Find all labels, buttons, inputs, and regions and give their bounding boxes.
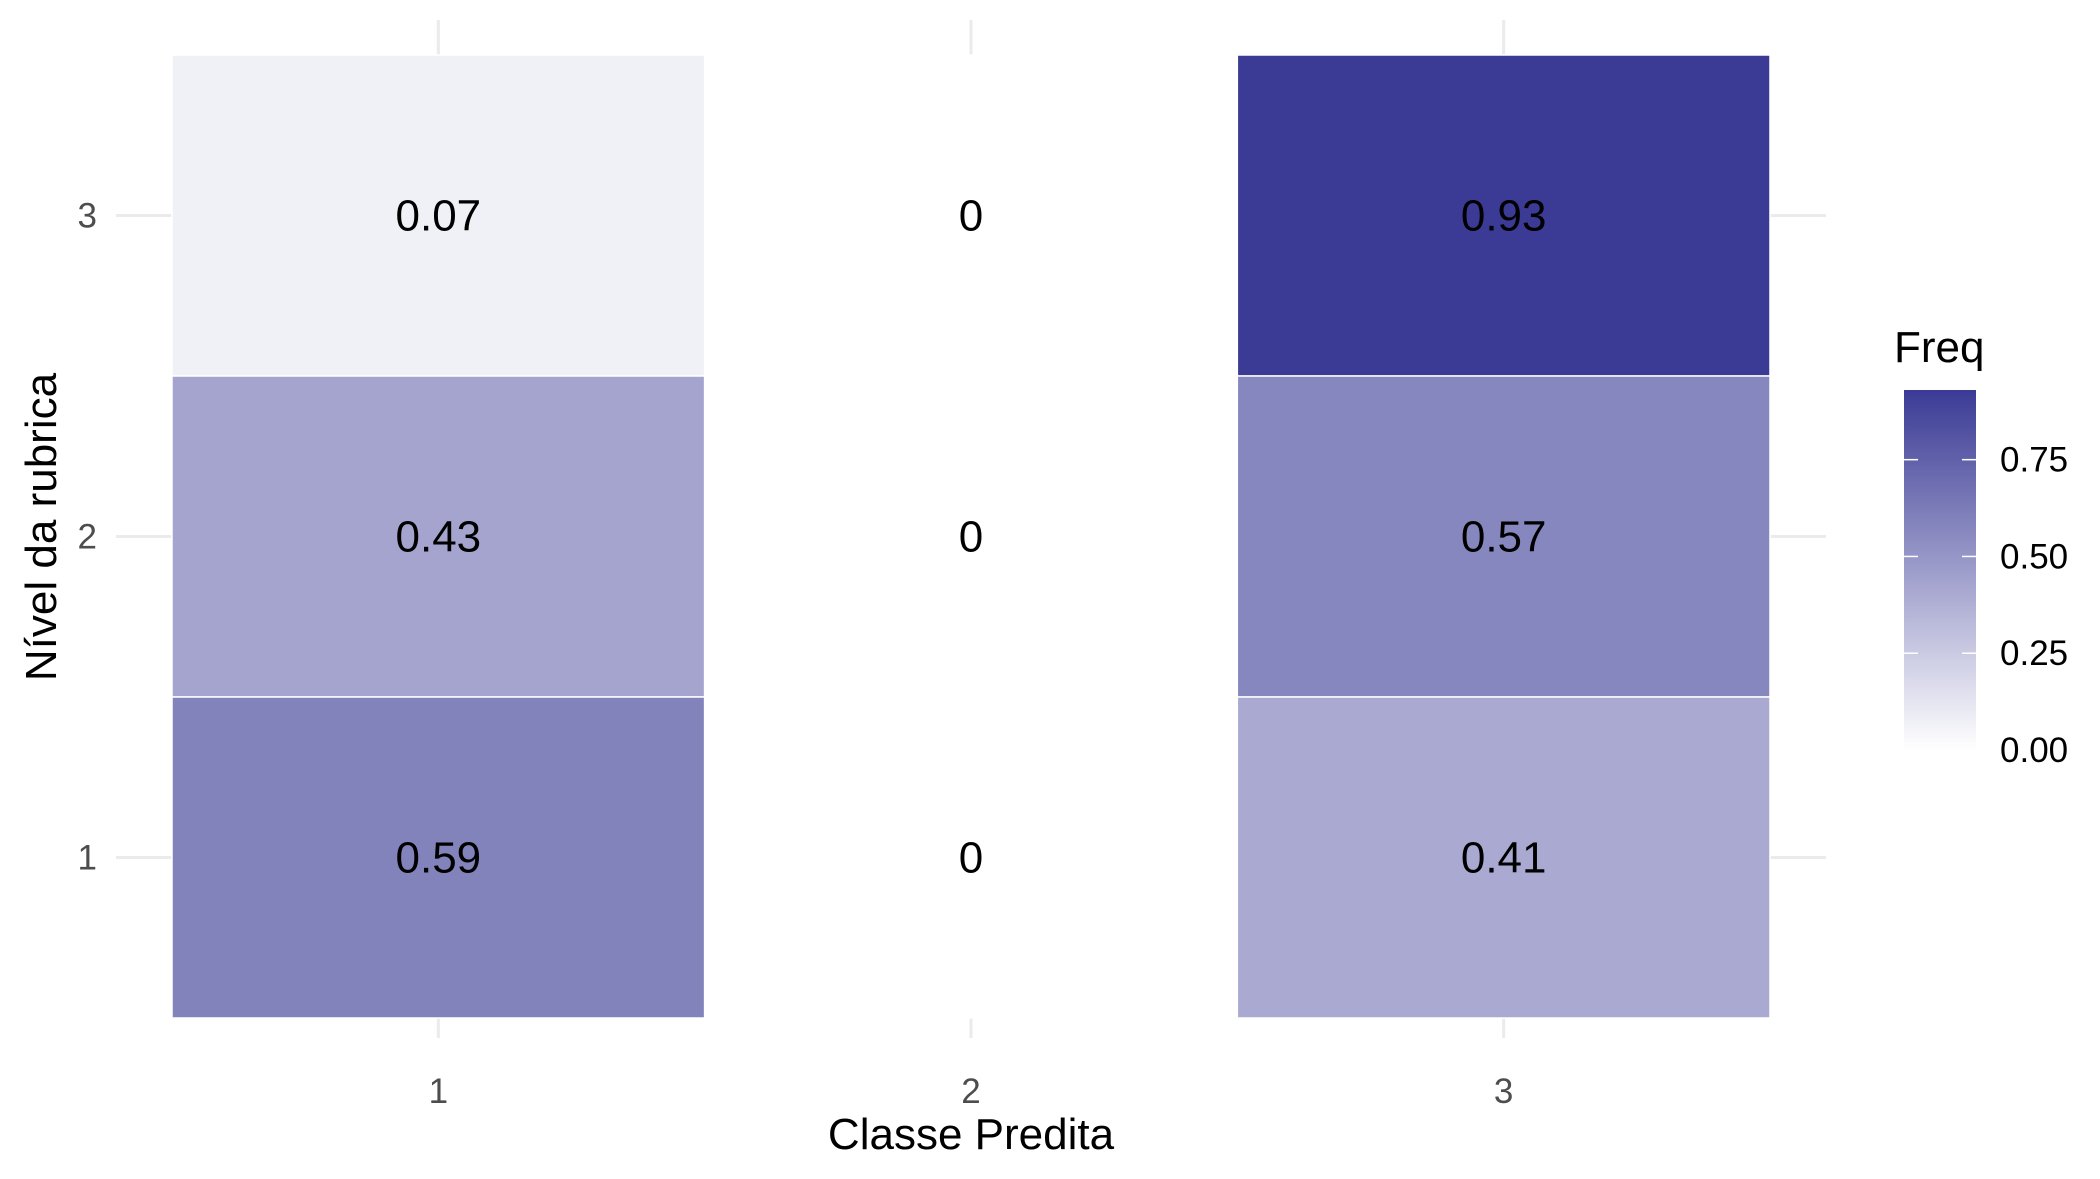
heatmap-cell [1236, 696, 1771, 1019]
legend-ticks: 0.00 0.25 0.50 0.75 [1904, 441, 2068, 770]
legend-tick-label: 0.50 [2000, 537, 2068, 576]
y-axis-title: Nível da rubrica [17, 372, 66, 681]
y-tick-label: 2 [78, 518, 97, 557]
cell-value-label: 0 [959, 192, 983, 241]
legend-tick-label: 0.25 [2000, 634, 2068, 673]
x-axis-ticks: 1 2 3 [429, 1072, 1514, 1111]
heatmap-cell [171, 375, 706, 698]
heatmap-cells [171, 54, 1771, 1019]
cell-value-label: 0.57 [1461, 513, 1547, 562]
y-tick-label: 3 [78, 197, 97, 236]
x-tick-label: 1 [429, 1072, 448, 1111]
heatmap-cell [171, 54, 706, 377]
cell-value-label: 0 [959, 834, 983, 883]
cell-value-label: 0.07 [396, 192, 482, 241]
legend-colorbar [1904, 390, 1976, 750]
cell-value-label: 0 [959, 513, 983, 562]
y-axis-ticks: 1 2 3 [78, 197, 97, 878]
x-tick-label: 3 [1494, 1072, 1513, 1111]
y-tick-label: 1 [78, 839, 97, 878]
heatmap-cell [703, 375, 1239, 698]
x-axis-title: Classe Predita [828, 1110, 1115, 1159]
heatmap-cell [1236, 54, 1771, 377]
cell-value-label: 0.43 [396, 513, 482, 562]
x-tick-label: 2 [961, 1072, 980, 1111]
cell-value-label: 0.93 [1461, 192, 1547, 241]
heatmap-cell [1236, 375, 1771, 698]
cell-value-label: 0.59 [396, 834, 482, 883]
cell-labels: 0.07 0 0.93 0.43 0 0.57 0.59 0 0.41 [396, 192, 1547, 883]
legend-tick-label: 0.00 [2000, 731, 2068, 770]
legend-tick-label: 0.75 [2000, 441, 2068, 480]
heatmap-cell [171, 696, 706, 1019]
legend-title: Freq [1894, 323, 1984, 372]
cell-value-label: 0.41 [1461, 834, 1547, 883]
heatmap-cell [703, 696, 1239, 1019]
color-legend: Freq 0.00 0.25 0.50 0.75 [1894, 323, 2068, 770]
